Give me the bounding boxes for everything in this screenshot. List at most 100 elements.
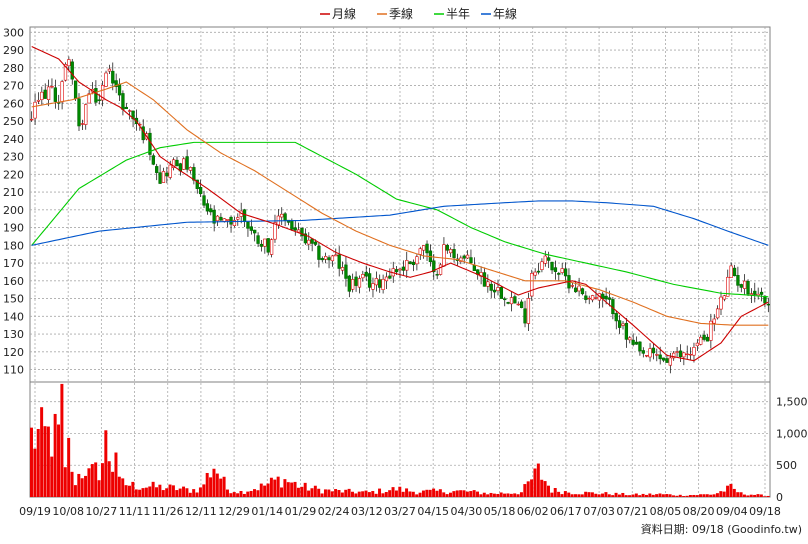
- volume-bar: [756, 494, 760, 497]
- candle: [766, 297, 770, 313]
- candle-body: [340, 267, 345, 271]
- volume-bar: [526, 481, 530, 497]
- volume-bar: [557, 491, 561, 497]
- candle: [371, 277, 375, 298]
- candle-body: [374, 278, 379, 286]
- candle: [60, 79, 64, 110]
- volume-bar: [340, 492, 344, 497]
- axes: 110 120 130 140 150 160 170 180 190 200 210 220 230 2…: [3, 26, 808, 518]
- candle-body: [648, 348, 652, 358]
- volume-bar: [685, 495, 689, 497]
- candle-body: [587, 297, 591, 300]
- candle-body: [540, 261, 544, 270]
- candle: [303, 228, 308, 245]
- volume-bar: [503, 493, 507, 497]
- ma-quarter-line: [31, 81, 769, 326]
- candle: [340, 261, 345, 275]
- volume-bar: [63, 467, 67, 497]
- volume-bar: [722, 491, 726, 497]
- candle: [415, 254, 419, 271]
- candle: [509, 290, 514, 312]
- candle: [678, 344, 683, 362]
- candle: [361, 270, 365, 282]
- volume-bar: [695, 495, 699, 497]
- candle: [192, 163, 196, 185]
- candle-body: [215, 215, 220, 222]
- candle: [445, 243, 449, 254]
- volume-bar: [435, 490, 439, 497]
- candle-body: [746, 280, 750, 295]
- candle-body: [445, 244, 449, 251]
- volume-bar: [479, 494, 483, 497]
- candle-body: [229, 216, 233, 225]
- volume-bar: [658, 493, 662, 497]
- candle: [567, 268, 571, 294]
- candle: [212, 205, 216, 232]
- candle-body: [283, 213, 287, 221]
- candle-body: [668, 357, 672, 366]
- volume-bar: [80, 478, 84, 497]
- volume-bar: [621, 492, 625, 497]
- candle-body: [655, 354, 659, 356]
- volume-bar: [87, 468, 91, 497]
- volume-bar: [509, 493, 513, 497]
- volume-bar: [337, 489, 341, 497]
- candle: [432, 254, 436, 280]
- legend-item: 月線: [320, 6, 356, 21]
- candle-body: [574, 287, 578, 293]
- volume-bar: [40, 407, 44, 497]
- candle: [614, 310, 618, 330]
- ma-month-line: [31, 46, 769, 362]
- volume-bar: [249, 490, 253, 497]
- date-tick-label: 10/27: [86, 505, 118, 518]
- candle-body: [658, 354, 662, 360]
- candle: [242, 208, 247, 228]
- candle: [111, 62, 115, 91]
- candle: [121, 90, 125, 116]
- volume-bar: [124, 485, 128, 497]
- candle: [726, 269, 730, 297]
- volume-bar: [100, 463, 104, 497]
- volume-bar: [209, 477, 213, 497]
- candle-body: [73, 80, 78, 100]
- volume-bar: [175, 490, 179, 497]
- candle-body: [766, 303, 770, 306]
- volume-tick-label: 0: [776, 491, 783, 504]
- candle: [185, 149, 189, 173]
- volume-bar: [178, 488, 182, 497]
- candle: [327, 255, 331, 269]
- candle-body: [712, 318, 716, 324]
- candle: [50, 78, 54, 89]
- volume-bar: [715, 493, 719, 497]
- volume-bar: [665, 494, 669, 497]
- candle: [411, 259, 416, 272]
- volume-bar: [70, 471, 74, 497]
- volume-bar: [496, 493, 500, 497]
- candle: [405, 251, 409, 279]
- candle-body: [128, 110, 132, 112]
- candle: [53, 79, 57, 109]
- volume-bar: [138, 489, 142, 497]
- candle-body: [256, 235, 260, 244]
- grid: [29, 26, 771, 498]
- volume-bar: [57, 424, 61, 497]
- candle: [732, 264, 737, 277]
- ma-half-year-line: [31, 141, 769, 298]
- volume-bar: [242, 493, 246, 497]
- volume-bar: [678, 494, 682, 497]
- candle: [449, 247, 453, 258]
- candle: [530, 269, 534, 301]
- candle: [36, 92, 41, 105]
- candle: [729, 262, 733, 278]
- volume-bar: [415, 494, 419, 497]
- volume-bar: [438, 489, 442, 497]
- volume-bar: [563, 491, 567, 497]
- candle: [465, 250, 470, 259]
- candle-body: [509, 297, 514, 305]
- candle-body: [557, 272, 561, 275]
- date-tick-label: 09/18: [749, 505, 781, 518]
- legend-label: 季線: [389, 6, 413, 21]
- volume-bar: [763, 496, 767, 497]
- candle-body: [715, 308, 720, 319]
- volume-bar: [634, 493, 638, 497]
